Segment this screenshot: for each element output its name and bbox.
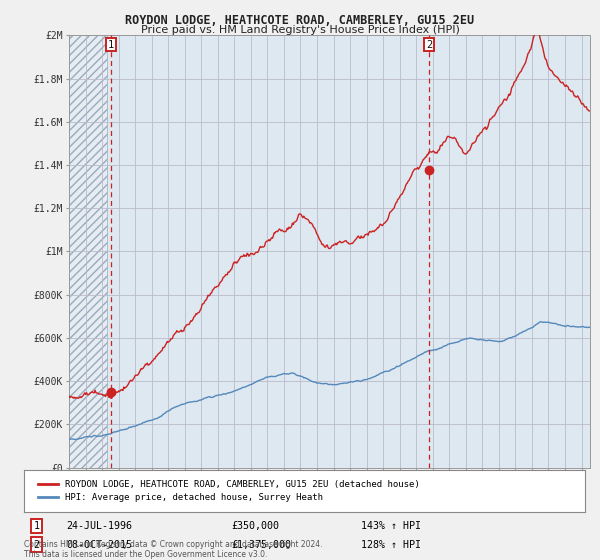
Text: 24-JUL-1996: 24-JUL-1996 [66,521,132,531]
Text: 2: 2 [426,40,432,50]
Text: 2: 2 [34,540,40,549]
Text: 128% ↑ HPI: 128% ↑ HPI [361,540,421,549]
Text: 143% ↑ HPI: 143% ↑ HPI [361,521,421,531]
Text: 08-OCT-2015: 08-OCT-2015 [66,540,132,549]
Text: £1,375,000: £1,375,000 [232,540,292,549]
Text: ROYDON LODGE, HEATHCOTE ROAD, CAMBERLEY, GU15 2EU: ROYDON LODGE, HEATHCOTE ROAD, CAMBERLEY,… [125,14,475,27]
Text: 1: 1 [108,40,114,50]
Text: £350,000: £350,000 [232,521,280,531]
Legend: ROYDON LODGE, HEATHCOTE ROAD, CAMBERLEY, GU15 2EU (detached house), HPI: Average: ROYDON LODGE, HEATHCOTE ROAD, CAMBERLEY,… [34,477,423,506]
Text: Contains HM Land Registry data © Crown copyright and database right 2024.
This d: Contains HM Land Registry data © Crown c… [24,540,323,559]
Text: 1: 1 [34,521,40,531]
Text: Price paid vs. HM Land Registry's House Price Index (HPI): Price paid vs. HM Land Registry's House … [140,25,460,35]
Bar [69,35,107,468]
Bar [69,35,107,468]
